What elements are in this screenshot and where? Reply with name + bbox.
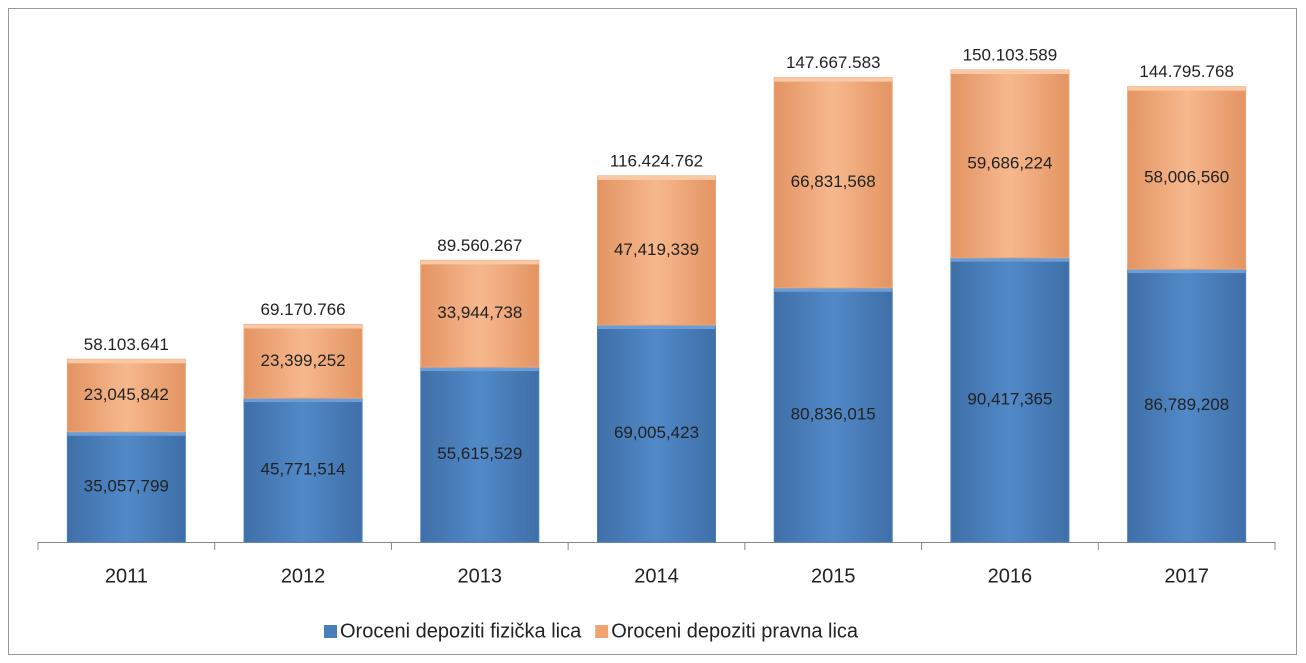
value-label: 69,005,423 [614,423,699,442]
legend-swatch [595,625,609,638]
value-label: 45,771,514 [261,460,346,479]
bar-segment [950,69,1070,259]
bar-highlight [597,325,716,330]
legend-swatch [324,625,337,638]
bar-highlight [950,257,1069,262]
total-label: 116.424.762 [610,151,703,170]
total-label: 89.560.267 [437,236,522,255]
bar-highlight [597,175,716,180]
x-tick-label: 2013 [458,565,503,587]
bar-highlight [420,260,539,265]
bar-highlight [67,359,186,364]
bar-highlight [774,287,893,292]
bar-segment [950,257,1070,543]
bar-highlight [420,367,539,372]
bar-segment [420,366,540,543]
value-label: 58,006,560 [1144,167,1229,186]
bar-segment [597,324,716,543]
value-label: 55,615,529 [437,444,522,463]
value-label: 23,045,842 [84,385,169,404]
value-label: 80,836,015 [791,404,876,423]
value-label: 23,399,252 [261,351,346,370]
total-label: 150.103.589 [963,45,1058,64]
value-label: 35,057,799 [84,476,169,495]
total-label: 147.667.583 [786,53,881,72]
bar-highlight [1127,269,1246,274]
x-tick-label: 2017 [1164,565,1209,587]
bar-segment [1127,268,1247,543]
x-tick-label: 2015 [811,565,856,587]
bar-segment [66,358,186,433]
bar-segment [66,431,186,543]
bar-highlight [950,70,1069,74]
bar-segment [773,287,893,543]
total-label: 58.103.641 [84,335,169,354]
x-tick-label: 2012 [281,565,326,587]
bar-segment [597,175,716,326]
bar-segment [1127,86,1247,270]
bar-highlight [67,431,186,436]
bar-highlight [244,398,363,403]
legend-label: Oroceni depoziti fizička lica [340,620,582,642]
total-label: 69.170.766 [261,300,346,319]
value-label: 86,789,208 [1144,395,1229,414]
x-tick-label: 2014 [634,565,679,587]
total-label: 144.795.768 [1139,62,1234,81]
value-label: 47,419,339 [614,240,699,259]
bar-highlight [1127,86,1246,91]
bar-highlight [774,77,893,82]
x-tick-label: 2016 [988,565,1033,587]
bar-segment [773,77,893,289]
value-label: 59,686,224 [967,153,1052,172]
value-label: 66,831,568 [791,172,876,191]
value-label: 33,944,738 [437,303,522,322]
x-tick-label: 2011 [105,565,148,587]
legend-label: Oroceni depoziti pravna lica [611,620,859,642]
bar-highlight [244,324,363,329]
bar-segment [243,323,363,399]
value-label: 90,417,365 [967,389,1052,408]
bar-segment [243,397,363,543]
